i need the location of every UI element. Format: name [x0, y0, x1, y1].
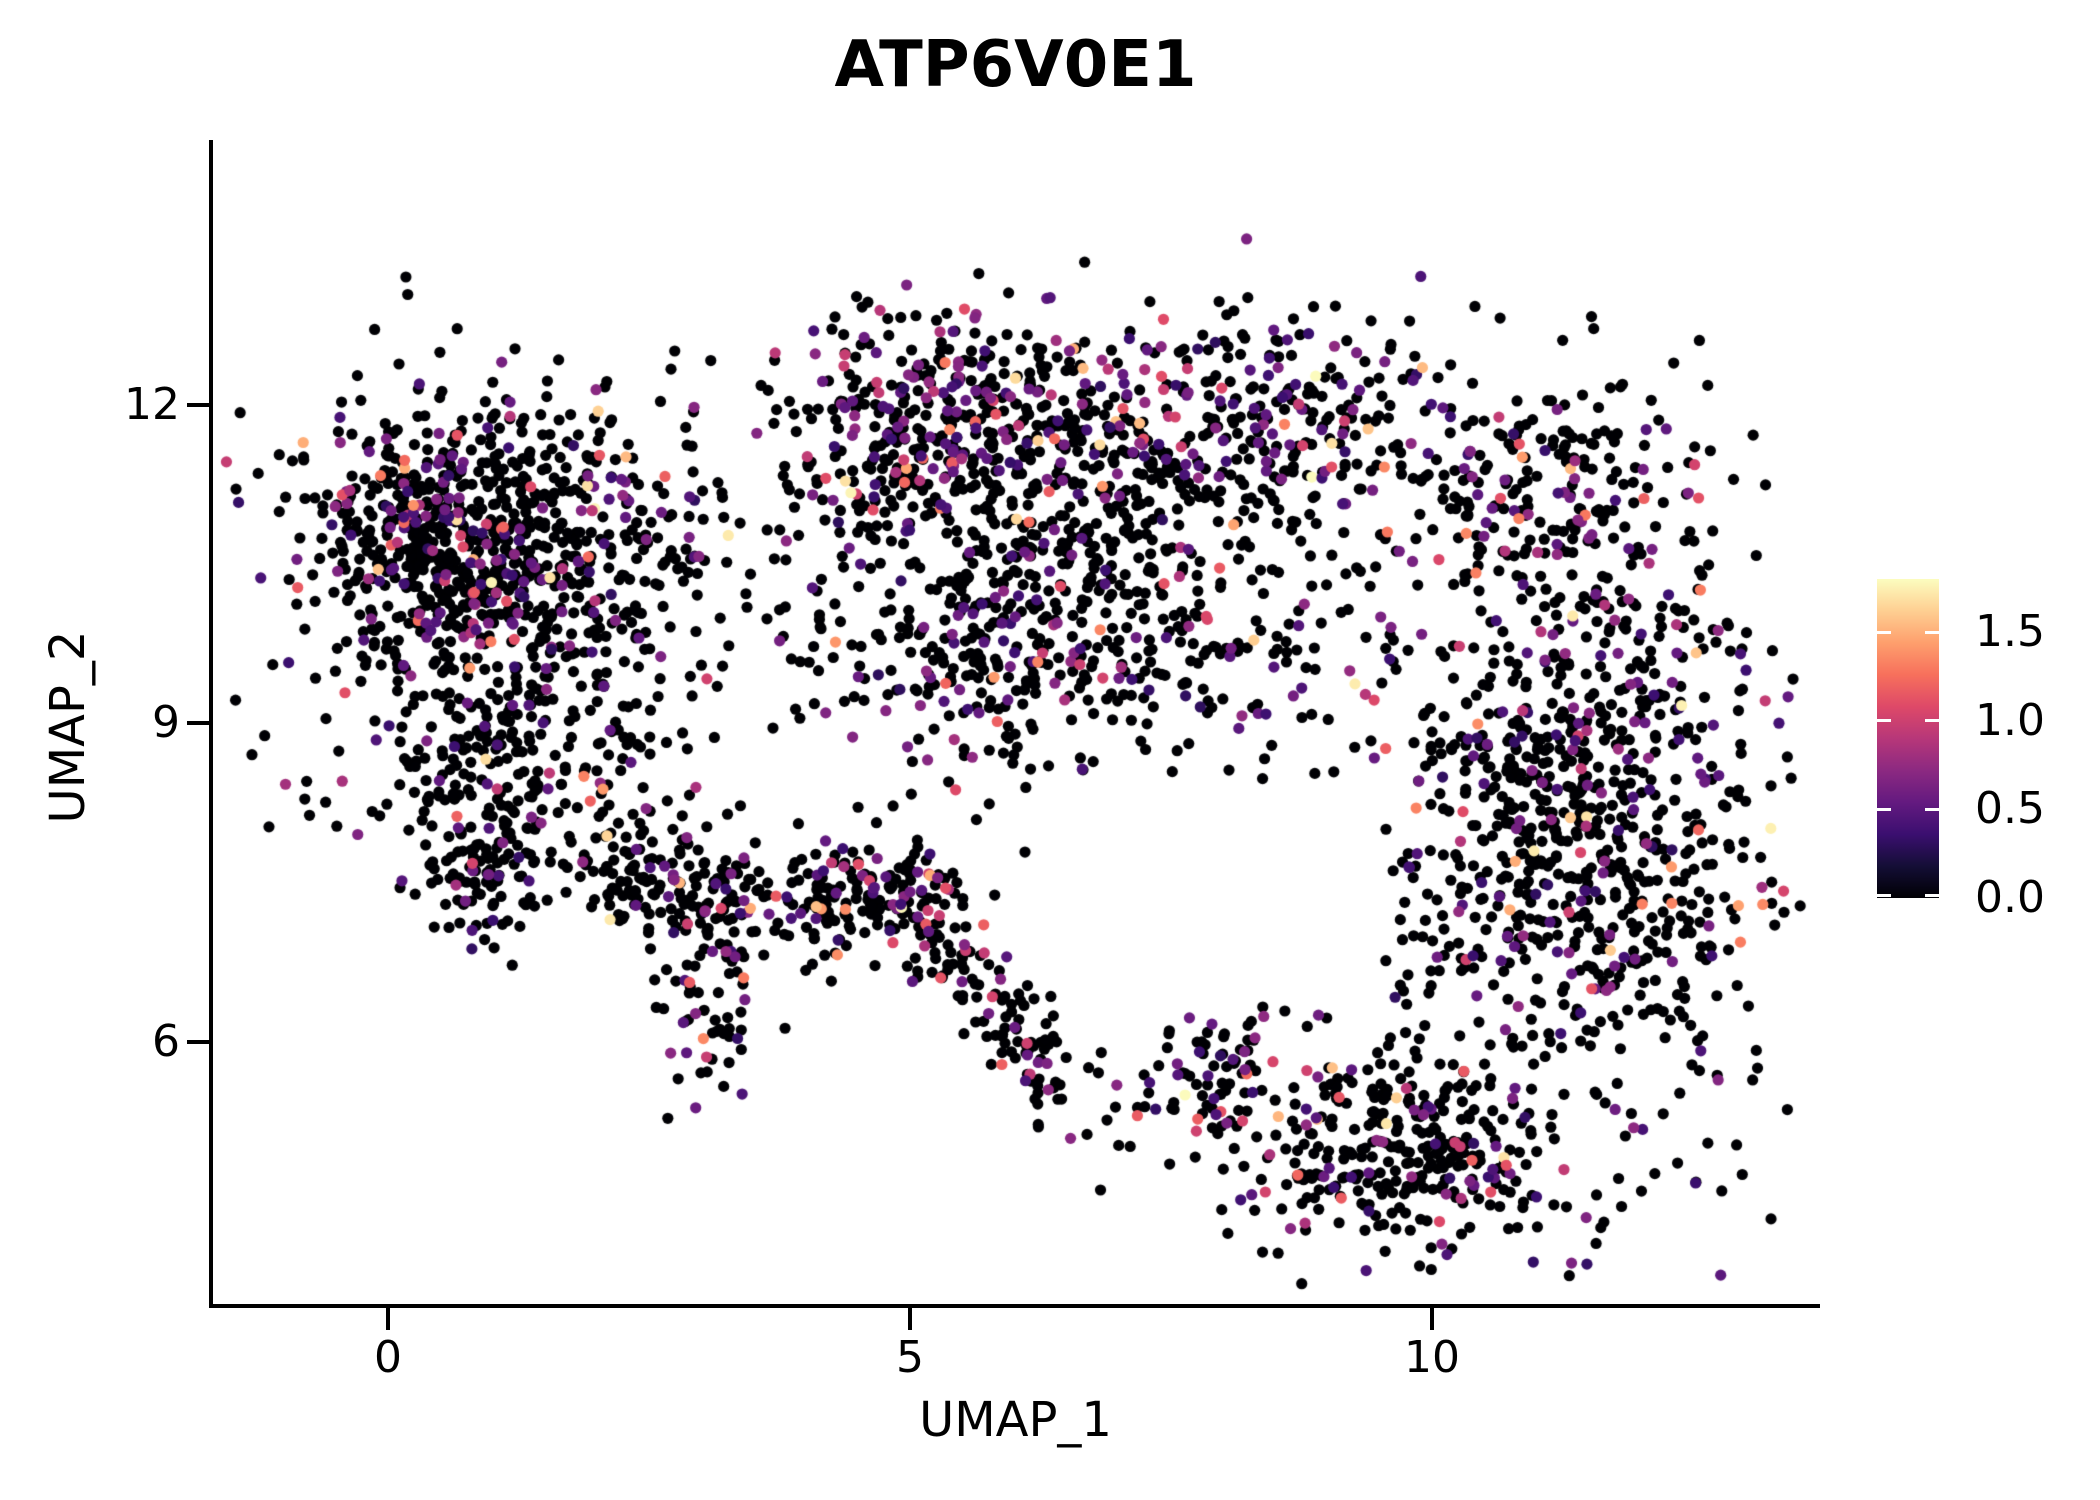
y-axis-line [209, 140, 213, 1308]
plot-title: ATP6V0E1 [834, 28, 1197, 102]
colorbar-tick-1.5-right [1925, 631, 1939, 634]
x-tick-label-10: 10 [1404, 1332, 1460, 1383]
colorbar-tick-0.0-left [1877, 894, 1891, 897]
x-tick-mark-5 [908, 1308, 912, 1330]
y-tick-mark-12 [187, 403, 209, 407]
colorbar-tick-1.5-left [1877, 631, 1891, 634]
x-axis-line [209, 1304, 1820, 1308]
colorbar-label-0.0: 0.0 [1975, 872, 2045, 923]
x-axis-label: UMAP_1 [919, 1392, 1112, 1448]
y-tick-label-6: 6 [152, 1016, 180, 1067]
y-axis-label: UMAP_2 [40, 630, 96, 824]
colorbar-label-1.0: 1.0 [1975, 695, 2045, 746]
x-tick-mark-10 [1430, 1308, 1434, 1330]
colorbar-label-1.5: 1.5 [1975, 606, 2045, 657]
colorbar-gradient [1877, 579, 1939, 898]
colorbar-tick-1.0-left [1877, 719, 1891, 722]
y-tick-mark-6 [187, 1040, 209, 1044]
colorbar-tick-1.0-right [1925, 719, 1939, 722]
y-tick-mark-9 [187, 721, 209, 725]
y-tick-label-9: 9 [152, 697, 180, 748]
colorbar-tick-0.5-right [1925, 808, 1939, 811]
colorbar-tick-0.5-left [1877, 808, 1891, 811]
colorbar-label-0.5: 0.5 [1975, 783, 2045, 834]
x-tick-label-0: 0 [374, 1332, 402, 1383]
colorbar-tick-0.0-right [1925, 894, 1939, 897]
x-tick-mark-0 [386, 1308, 390, 1330]
y-tick-label-12: 12 [124, 379, 180, 430]
x-tick-label-5: 5 [896, 1332, 924, 1383]
